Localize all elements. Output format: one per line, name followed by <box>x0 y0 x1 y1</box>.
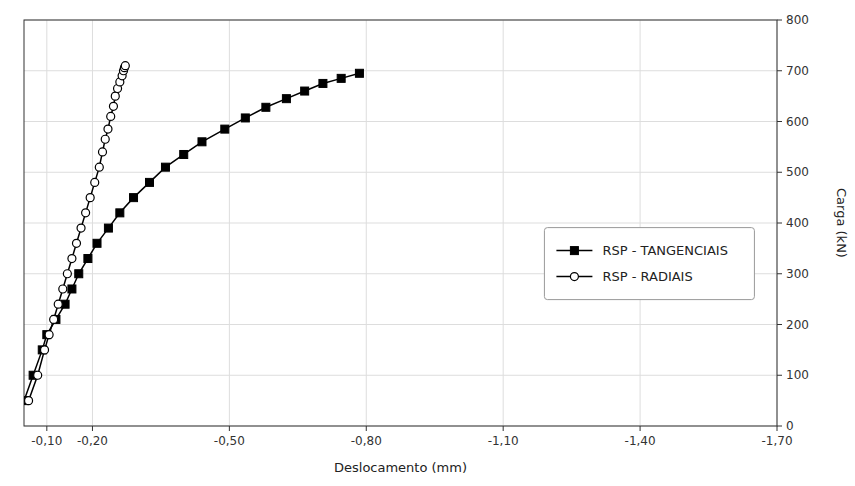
grid-line-y <box>24 70 777 71</box>
y-tick <box>777 70 782 71</box>
x-tick-label: -0,10 <box>31 434 62 448</box>
data-point <box>50 315 58 323</box>
y-tick-label: 300 <box>786 267 809 281</box>
y-tick <box>777 324 782 325</box>
y-tick-label: 0 <box>786 419 794 433</box>
data-point <box>198 138 206 146</box>
data-point <box>98 148 106 156</box>
data-point <box>116 209 124 217</box>
data-point <box>34 371 42 379</box>
x-tick-label: -0,50 <box>214 434 245 448</box>
series-line <box>29 66 126 401</box>
x-tick <box>503 426 504 431</box>
y-tick-label: 500 <box>786 165 809 179</box>
grid-line-y <box>24 223 777 224</box>
axes: -0,10 -0,20 -0,50 -0,80 -1,10 -1,40 -1,700 100 2… <box>24 13 809 448</box>
data-point <box>91 178 99 186</box>
grid <box>24 20 777 426</box>
data-point <box>68 255 76 263</box>
x-tick <box>640 426 641 431</box>
data-point <box>41 346 49 354</box>
plot-area <box>24 62 363 405</box>
y-tick <box>777 20 782 21</box>
data-point <box>75 270 83 278</box>
data-point <box>72 239 80 247</box>
data-point <box>180 150 188 158</box>
y-tick <box>777 172 782 173</box>
data-point <box>337 74 345 82</box>
x-axis-label: Deslocamento (mm) <box>334 460 467 475</box>
data-point <box>301 87 309 95</box>
x-tick <box>46 426 47 431</box>
data-point <box>262 103 270 111</box>
grid-line-y <box>24 375 777 376</box>
y-tick <box>777 121 782 122</box>
x-tick-label: -1,40 <box>625 434 656 448</box>
data-point <box>54 300 62 308</box>
data-point <box>104 224 112 232</box>
data-point <box>104 125 112 133</box>
data-point <box>221 125 229 133</box>
x-tick-label: -0,20 <box>77 434 108 448</box>
data-point <box>319 79 327 87</box>
y-tick <box>777 223 782 224</box>
data-point <box>161 163 169 171</box>
legend-box <box>544 228 754 300</box>
data-point <box>107 112 115 120</box>
grid-line-y <box>24 172 777 173</box>
y-tick-label: 800 <box>786 13 809 27</box>
legend-label: RSP - RADIAIS <box>602 269 692 284</box>
legend-marker <box>570 247 578 255</box>
grid-line-y <box>24 324 777 325</box>
data-point <box>45 331 53 339</box>
data-point <box>146 178 154 186</box>
data-point <box>101 135 109 143</box>
x-tick <box>92 426 93 431</box>
y-tick <box>777 273 782 274</box>
y-tick <box>777 375 782 376</box>
y-tick-label: 600 <box>786 115 809 129</box>
data-point <box>82 209 90 217</box>
x-tick-label: -1,70 <box>761 434 792 448</box>
y-tick-label: 200 <box>786 318 809 332</box>
legend: RSP - TANGENCIAIS RSP - RADIAIS <box>544 228 754 300</box>
y-tick-label: 100 <box>786 368 809 382</box>
data-point <box>121 62 129 70</box>
y-axis-label: Carga (kN) <box>834 188 849 258</box>
data-point <box>109 102 117 110</box>
chart: -0,10 -0,20 -0,50 -0,80 -1,10 -1,40 -1,700 100 2… <box>0 0 855 486</box>
x-tick <box>366 426 367 431</box>
x-tick <box>777 426 778 431</box>
data-point <box>93 239 101 247</box>
data-point <box>68 285 76 293</box>
legend-label: RSP - TANGENCIAIS <box>602 243 728 258</box>
data-point <box>111 92 119 100</box>
data-point <box>130 194 138 202</box>
x-tick <box>229 426 230 431</box>
legend-marker <box>570 273 578 281</box>
data-point <box>25 397 33 405</box>
series-line <box>24 73 359 400</box>
data-point <box>95 163 103 171</box>
data-point <box>282 95 290 103</box>
x-tick-label: -0,80 <box>351 434 382 448</box>
data-point <box>63 270 71 278</box>
data-point <box>59 285 67 293</box>
data-point <box>84 255 92 263</box>
data-point <box>241 114 249 122</box>
plot-frame <box>24 20 777 426</box>
data-point <box>355 69 363 77</box>
y-tick-label: 400 <box>786 216 809 230</box>
y-tick-label: 700 <box>786 64 809 78</box>
y-tick <box>777 426 782 427</box>
x-tick-label: -1,10 <box>488 434 519 448</box>
data-point <box>86 194 94 202</box>
data-point <box>77 224 85 232</box>
grid-line-y <box>24 121 777 122</box>
